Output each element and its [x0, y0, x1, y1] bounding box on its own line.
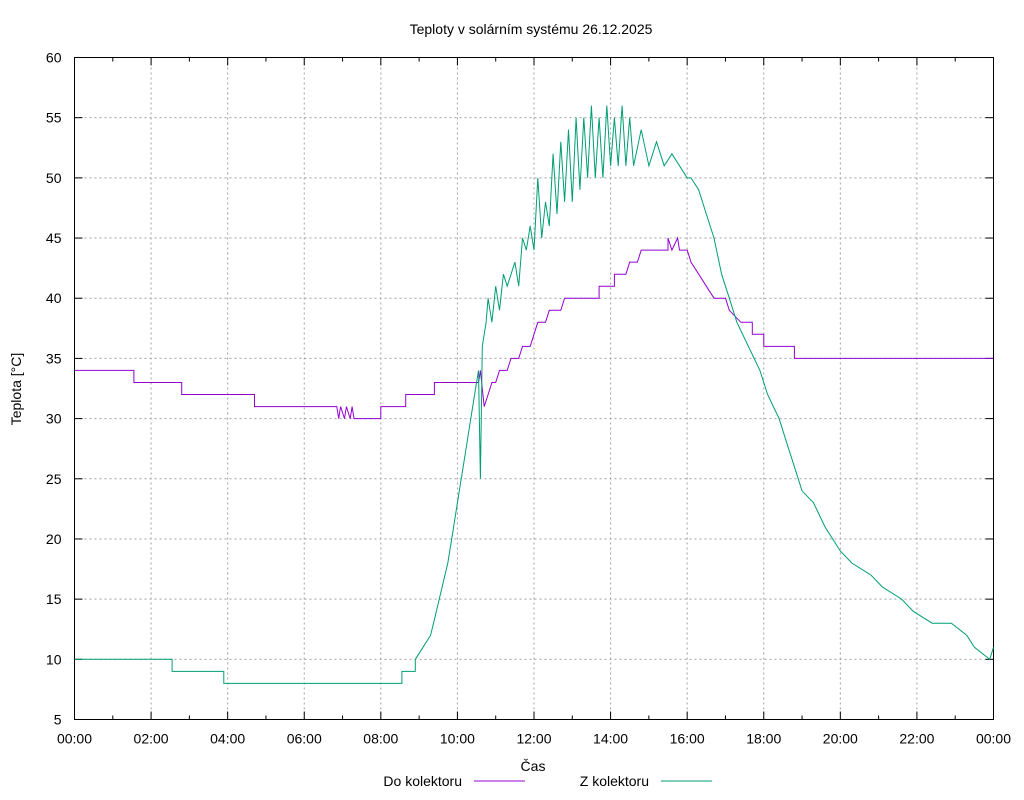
y-tick-label: 5: [54, 712, 62, 728]
x-tick-label: 06:00: [287, 731, 322, 747]
series-line-z-kolektoru: [74, 105, 994, 684]
series-lines: [74, 105, 994, 684]
series-line-do-kolektoru: [74, 236, 994, 420]
y-tick-label: 35: [46, 350, 62, 366]
y-axis-title: Teplota [°C]: [8, 353, 24, 426]
x-tick-label: 14:00: [593, 731, 628, 747]
y-tick-label: 60: [46, 50, 62, 66]
x-tick-label: 12:00: [516, 731, 551, 747]
chart-title: Teploty v solárním systému 26.12.2025: [410, 21, 653, 37]
x-tick-label: 00:00: [976, 731, 1011, 747]
grid: [74, 57, 994, 720]
axis-ticks: 00:00 02:00 04:00 06:00 08:00 10:00 12:00 14:00…: [46, 50, 1011, 747]
y-tick-label: 30: [46, 411, 62, 427]
y-tick-label: 40: [46, 290, 62, 306]
y-tick-label: 50: [46, 170, 62, 186]
x-tick-label: 00:00: [57, 731, 92, 747]
legend-label-z-kolektoru: Z kolektoru: [580, 773, 649, 789]
x-tick-label: 22:00: [899, 731, 934, 747]
x-axis-title: Čas: [521, 758, 546, 774]
x-tick-label: 20:00: [823, 731, 858, 747]
x-tick-label: 10:00: [440, 731, 475, 747]
y-tick-label: 10: [46, 651, 62, 667]
x-tick-label: 08:00: [363, 731, 398, 747]
x-tick-label: 18:00: [746, 731, 781, 747]
y-tick-label: 25: [46, 471, 62, 487]
y-tick-label: 45: [46, 230, 62, 246]
x-tick-label: 04:00: [210, 731, 245, 747]
y-tick-label: 55: [46, 110, 62, 126]
x-tick-label: 16:00: [670, 731, 705, 747]
legend-label-do-kolektoru: Do kolektoru: [383, 773, 462, 789]
legend: Do kolektoru Z kolektoru: [383, 773, 712, 789]
y-tick-label: 20: [46, 531, 62, 547]
y-tick-label: 15: [46, 591, 62, 607]
x-tick-label: 02:00: [134, 731, 169, 747]
